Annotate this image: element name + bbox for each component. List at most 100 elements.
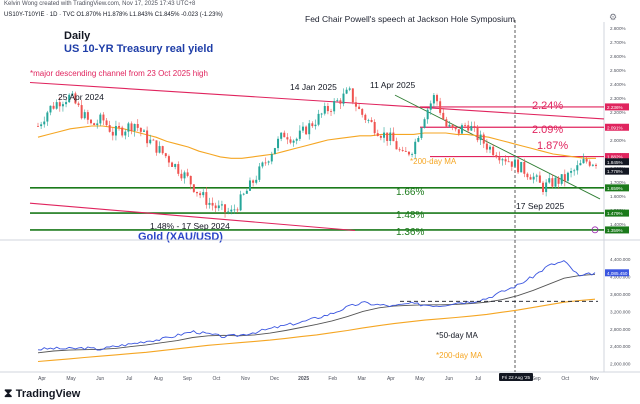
price-label-box <box>605 184 629 192</box>
candle-body <box>520 161 523 173</box>
candle-body <box>467 125 470 131</box>
candle-body <box>585 159 588 162</box>
level-label-209: 2.09% <box>532 124 563 136</box>
x-tick-label: 2025 <box>298 376 309 382</box>
price-label-box <box>605 153 629 161</box>
date-badge-label: Fri 22 Aug '25 <box>502 375 531 380</box>
candle-body <box>317 113 320 125</box>
candle-body <box>146 130 149 144</box>
candle-body <box>423 119 426 128</box>
candle-body <box>99 114 102 124</box>
candle-body <box>548 178 551 183</box>
candle-body <box>273 148 276 155</box>
candle-body <box>245 190 248 194</box>
candle-body <box>158 146 161 153</box>
candle-body <box>379 135 382 138</box>
candle-body <box>301 126 304 131</box>
candle-body <box>118 125 121 128</box>
candle-body <box>445 119 448 127</box>
tradingview-logo[interactable]: ⧗ TradingView <box>4 386 80 401</box>
candle-body <box>485 143 488 150</box>
candle-body <box>501 159 504 161</box>
candle-body <box>180 173 183 179</box>
candle-body <box>386 132 389 141</box>
x-tick-label: Apr <box>387 376 395 382</box>
level-label-187: 1.87% <box>537 140 568 152</box>
candle-body <box>358 106 361 109</box>
candle-body <box>551 178 554 187</box>
price-label-text: 1.778% <box>607 169 623 174</box>
alert-circle-icon <box>591 226 599 234</box>
price-label-box <box>605 226 629 234</box>
candle-body <box>495 155 498 158</box>
level-label-166: 1.66% <box>396 187 424 198</box>
candle-body <box>40 124 43 127</box>
candle-body <box>417 137 420 142</box>
candle-body <box>479 134 482 141</box>
candle-body <box>136 124 139 128</box>
candle-body <box>248 180 251 191</box>
candle-body <box>230 209 233 212</box>
candle-body <box>538 175 541 183</box>
gold-ma50-line <box>37 273 596 354</box>
candle-body <box>311 123 314 127</box>
candle-body <box>133 124 136 132</box>
symbol-ohlc-line[interactable]: US10Y-T10YIE · 1D · TVC O1.870% H1.878% … <box>4 12 223 18</box>
candle-body <box>183 172 186 179</box>
x-tick-label: Nov <box>590 376 599 382</box>
gear-icon[interactable]: ⚙ <box>609 12 618 22</box>
candle-body <box>523 161 526 174</box>
x-tick-label: Dec <box>270 376 279 382</box>
candle-body <box>286 137 289 140</box>
candle-body <box>364 114 367 121</box>
candle-body <box>573 170 576 172</box>
candle-body <box>236 209 239 211</box>
candle-body <box>348 88 351 90</box>
candle-body <box>289 139 292 143</box>
candle-body <box>526 173 529 178</box>
candle-body <box>470 125 473 131</box>
candle-body <box>482 134 485 144</box>
candle-body <box>264 162 267 164</box>
x-tick-label: Nov <box>241 376 250 382</box>
candle-body <box>195 191 198 194</box>
candle-body <box>52 105 55 109</box>
candle-body <box>242 193 245 195</box>
price-label-box <box>605 103 629 111</box>
candle-body <box>591 164 594 166</box>
candle-body <box>65 102 68 105</box>
y-tick-label: 2.200% <box>610 110 626 115</box>
candle-body <box>392 132 395 142</box>
candle-body <box>127 123 130 132</box>
x-tick-label: May <box>415 376 425 382</box>
x-tick-label: Jun <box>96 376 104 382</box>
tradingview-logo-text: TradingView <box>15 388 81 400</box>
y-tick-label: 1.700% <box>610 180 626 185</box>
gold-y-tick-label: 4,000.000 <box>610 275 631 280</box>
x-tick-label: Aug <box>154 376 163 382</box>
gold-y-tick-label: 4,400.000 <box>610 257 631 262</box>
candle-body <box>80 105 83 119</box>
x-tick-label: Jun <box>445 376 453 382</box>
candle-body <box>58 102 61 107</box>
y-tick-label: 2.500% <box>610 68 626 73</box>
candle-body <box>155 140 158 153</box>
candle-body <box>102 114 105 121</box>
candle-body <box>202 192 205 196</box>
candle-body <box>189 175 192 185</box>
candle-body <box>68 94 71 103</box>
x-tick-label: Mar <box>357 376 366 382</box>
gold-ma50-label: *50-day MA <box>436 331 478 340</box>
candle-body <box>227 211 230 213</box>
candle-body <box>411 154 414 155</box>
candle-body <box>130 123 133 132</box>
candle-body <box>199 193 202 196</box>
candle-body <box>492 146 495 156</box>
candle-body <box>557 177 560 184</box>
candle-body <box>554 177 557 187</box>
ma200-label: *200-day MA <box>410 157 457 166</box>
candle-body <box>211 202 214 206</box>
timeframe-label: Daily <box>64 30 91 42</box>
candle-body <box>542 182 545 193</box>
